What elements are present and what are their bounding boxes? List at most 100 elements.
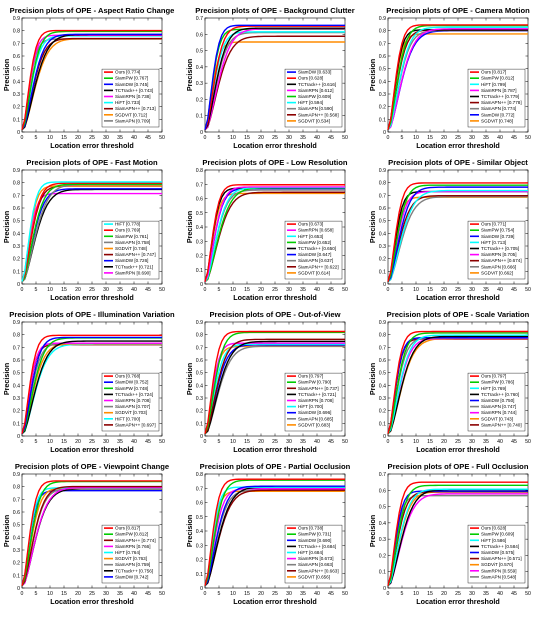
legend-entry: TCTrack++ [0.684] bbox=[298, 544, 336, 549]
series-line bbox=[21, 340, 162, 435]
y-tick-label: 0.4 bbox=[196, 383, 203, 389]
legend-entry: SiamAPN [0.707] bbox=[115, 404, 150, 409]
x-axis-label: Location error threshold bbox=[416, 293, 499, 302]
x-tick-label: 45 bbox=[511, 287, 517, 293]
legend-entry: SiamDW [0.575] bbox=[481, 550, 514, 555]
y-tick-label: 0.3 bbox=[379, 244, 386, 250]
series-line bbox=[21, 486, 162, 587]
legend-entry: SiamPW [0.754] bbox=[481, 228, 514, 233]
legend-entry: SiamPW [0.748] bbox=[115, 386, 148, 391]
series-line bbox=[21, 30, 162, 130]
x-tick-label: 15 bbox=[244, 591, 250, 597]
y-tick-label: 0.6 bbox=[379, 54, 386, 60]
legend-entry: SiamRPN [0.658] bbox=[298, 228, 334, 233]
series-line bbox=[21, 33, 162, 131]
y-tick-label: 0.5 bbox=[379, 505, 386, 511]
chart-title: Precision plots of OPE - Scale Variation bbox=[387, 310, 530, 319]
x-tick-label: 30 bbox=[286, 135, 292, 141]
x-tick-label: 20 bbox=[441, 287, 447, 293]
x-axis-label: Location error threshold bbox=[50, 293, 133, 302]
y-tick-label: 0.2 bbox=[13, 257, 20, 263]
y-tick-label: 0.4 bbox=[13, 535, 20, 541]
y-tick-label: 0.1 bbox=[379, 570, 386, 576]
y-tick-label: 0.4 bbox=[379, 383, 386, 389]
legend-entry: SiamPW [0.767] bbox=[115, 76, 148, 81]
chart-panel: Precision plots of OPE - Illumination Va… bbox=[2, 310, 175, 454]
y-tick-label: 0.3 bbox=[13, 396, 20, 402]
x-tick-label: 45 bbox=[145, 287, 151, 293]
y-tick-label: 0.6 bbox=[196, 197, 203, 203]
legend-entry: Ours [0.628] bbox=[298, 76, 323, 81]
y-tick-label: 0.8 bbox=[13, 333, 20, 339]
y-tick-label: 0 bbox=[383, 130, 386, 136]
series-line bbox=[21, 37, 162, 131]
x-tick-label: 35 bbox=[483, 135, 489, 141]
y-tick-label: 0.8 bbox=[379, 181, 386, 187]
chart-panel: Precision plots of OPE - Low Resolution0… bbox=[185, 158, 348, 302]
x-tick-label: 35 bbox=[117, 135, 123, 141]
x-tick-label: 10 bbox=[47, 135, 53, 141]
series-line bbox=[204, 488, 345, 586]
chart-panel: Precision plots of OPE - Out-of-View 0 0.1… bbox=[185, 310, 348, 454]
legend-entry: HiFT [0.700] bbox=[298, 404, 323, 409]
legend-entry: SiamRPN [0.766] bbox=[115, 544, 151, 549]
legend-entry: HiFT [0.594] bbox=[298, 100, 323, 105]
y-tick-label: 0.7 bbox=[379, 193, 386, 199]
series-line bbox=[204, 478, 345, 586]
x-tick-label: 40 bbox=[131, 135, 137, 141]
series-line bbox=[21, 185, 162, 282]
x-tick-label: 15 bbox=[244, 135, 250, 141]
x-tick-label: 20 bbox=[258, 287, 264, 293]
x-tick-label: 15 bbox=[427, 135, 433, 141]
legend-entry: TCTrack++ [0.705] bbox=[481, 246, 519, 251]
series-line bbox=[21, 182, 162, 282]
legend-entry: SiamDW [0.739] bbox=[481, 234, 514, 239]
y-tick-label: 0.1 bbox=[379, 421, 386, 427]
legend-entry: SiamAPN [0.548] bbox=[481, 574, 516, 579]
x-tick-label: 15 bbox=[427, 591, 433, 597]
x-tick-label: 40 bbox=[497, 287, 503, 293]
legend-entry: SiamDW [0.690] bbox=[298, 538, 331, 543]
y-tick-label: 0.2 bbox=[379, 257, 386, 263]
x-tick-label: 20 bbox=[258, 439, 264, 445]
chart-title: Precision plots of OPE - Illumination Va… bbox=[9, 310, 175, 319]
x-tick-label: 20 bbox=[441, 439, 447, 445]
x-axis-label: Location error threshold bbox=[416, 597, 499, 606]
y-tick-label: 0 bbox=[383, 282, 386, 288]
x-tick-label: 25 bbox=[89, 439, 95, 445]
series-line bbox=[387, 330, 528, 434]
x-tick-label: 25 bbox=[89, 135, 95, 141]
x-tick-label: 10 bbox=[230, 287, 236, 293]
chart-panel: Precision plots of OPE - Camera Motion00… bbox=[368, 6, 531, 150]
legend-entry: SiamAPN++ [0.663] bbox=[298, 568, 339, 573]
y-tick-label: 0.6 bbox=[379, 488, 386, 494]
y-tick-label: 0.2 bbox=[379, 553, 386, 559]
x-tick-label: 50 bbox=[342, 287, 348, 293]
series-line bbox=[204, 338, 345, 435]
legend-entry: Ours [0.738] bbox=[298, 526, 323, 531]
series-line bbox=[204, 25, 345, 130]
y-axis-label: Precision bbox=[368, 515, 377, 547]
x-tick-label: 40 bbox=[131, 439, 137, 445]
y-tick-label: 0 bbox=[200, 586, 203, 592]
chart-title: Precision plots of OPE - Out-of-View bbox=[209, 310, 340, 319]
chart-title: Precision plots of OPE - Full Occlusion bbox=[388, 462, 529, 471]
x-tick-label: 25 bbox=[272, 135, 278, 141]
x-tick-label: 30 bbox=[103, 439, 109, 445]
legend-entry: SiamRPN [0.705] bbox=[481, 252, 517, 257]
y-tick-label: 0.6 bbox=[379, 206, 386, 212]
x-tick-label: 0 bbox=[21, 439, 24, 445]
legend-entry: SiamDW [0.745] bbox=[115, 82, 148, 87]
x-tick-label: 30 bbox=[103, 591, 109, 597]
y-tick-label: 0.3 bbox=[13, 548, 20, 554]
y-tick-label: 0.5 bbox=[13, 523, 20, 529]
legend-entry: SiamPW [0.652] bbox=[298, 240, 331, 245]
x-tick-label: 35 bbox=[300, 439, 306, 445]
legend-entry: SGDViT [0.748] bbox=[115, 246, 147, 251]
legend-entry: Ours [0.817] bbox=[115, 526, 140, 531]
x-tick-label: 35 bbox=[483, 591, 489, 597]
legend-entry: SGDViT [0.614] bbox=[298, 270, 330, 275]
series-line bbox=[387, 189, 528, 283]
y-tick-label: 0.5 bbox=[13, 371, 20, 377]
x-tick-label: 25 bbox=[272, 439, 278, 445]
